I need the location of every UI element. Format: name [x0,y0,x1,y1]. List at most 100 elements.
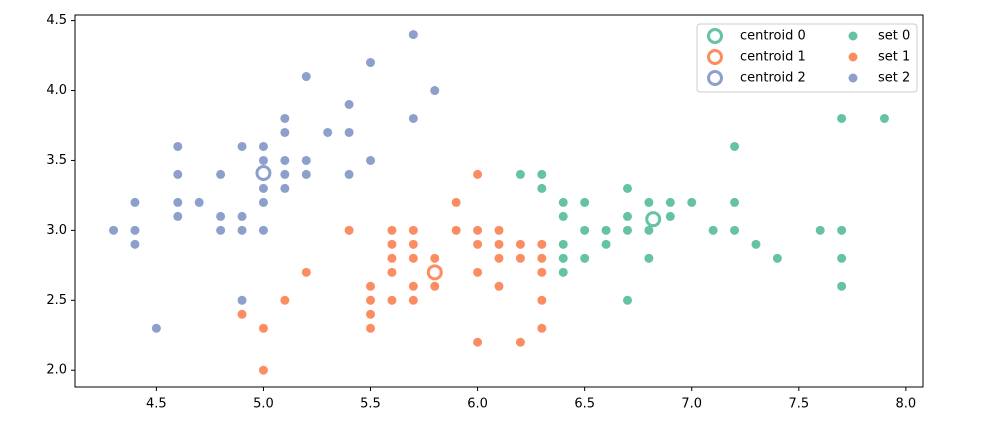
point [408,225,418,235]
point [366,58,376,68]
point [387,239,397,249]
legend-label: centroid 1 [740,50,806,65]
legend-box [696,23,918,93]
point [430,86,440,96]
legend-marker [848,73,858,83]
y-tick-label: 4.5 [46,13,67,28]
point [344,100,354,110]
point [366,295,376,305]
point [344,225,354,235]
point [387,267,397,277]
point [258,365,268,375]
centroid [645,211,662,228]
point [537,169,547,179]
legend-label: set 2 [878,71,910,86]
point [537,253,547,263]
point [537,295,547,305]
point [130,197,140,207]
point [173,211,183,221]
point [237,141,247,151]
legend-marker [707,28,723,44]
point [387,225,397,235]
point [730,197,740,207]
point [494,225,504,235]
point [258,183,268,193]
point [601,225,611,235]
point [237,225,247,235]
legend-label: set 1 [878,50,910,65]
point [258,323,268,333]
point [815,225,825,235]
point [730,141,740,151]
point [216,169,226,179]
point [366,323,376,333]
point [301,72,311,82]
centroid [255,165,272,182]
point [280,295,290,305]
point [644,197,654,207]
point [580,225,590,235]
y-tick-label: 2.5 [46,293,67,308]
x-tick-label: 7.5 [788,397,809,412]
point [301,155,311,165]
point [837,113,847,123]
point [258,155,268,165]
point [280,169,290,179]
point [408,30,418,40]
x-tick-label: 6.0 [467,397,488,412]
point [622,225,632,235]
point [258,197,268,207]
point [473,225,483,235]
point [280,155,290,165]
point [430,281,440,291]
point [194,197,204,207]
point [515,239,525,249]
point [280,183,290,193]
y-tick-label: 4.0 [46,83,67,98]
point [580,253,590,263]
point [258,141,268,151]
point [644,225,654,235]
point [173,141,183,151]
point [515,169,525,179]
point [558,267,568,277]
point [408,295,418,305]
point [644,253,654,263]
point [408,281,418,291]
legend-label: centroid 0 [740,29,806,44]
point [580,197,590,207]
point [708,225,718,235]
point [837,281,847,291]
point [451,225,461,235]
point [151,323,161,333]
point [494,239,504,249]
point [216,225,226,235]
point [323,127,333,137]
point [366,281,376,291]
point [473,267,483,277]
point [622,211,632,221]
point [430,253,440,263]
y-tick-label: 3.5 [46,153,67,168]
point [366,309,376,319]
point [558,239,568,249]
x-tick-label: 5.0 [253,397,274,412]
x-tick-label: 5.5 [360,397,381,412]
point [687,197,697,207]
point [837,225,847,235]
point [387,253,397,263]
y-tick-label: 2.0 [46,363,67,378]
point [515,253,525,263]
point [515,337,525,347]
point [216,211,226,221]
legend-marker [848,31,858,41]
point [366,155,376,165]
point [665,211,675,221]
point [622,295,632,305]
point [280,127,290,137]
y-tick-label: 3.0 [46,223,67,238]
point [237,309,247,319]
point [537,183,547,193]
point [751,239,761,249]
